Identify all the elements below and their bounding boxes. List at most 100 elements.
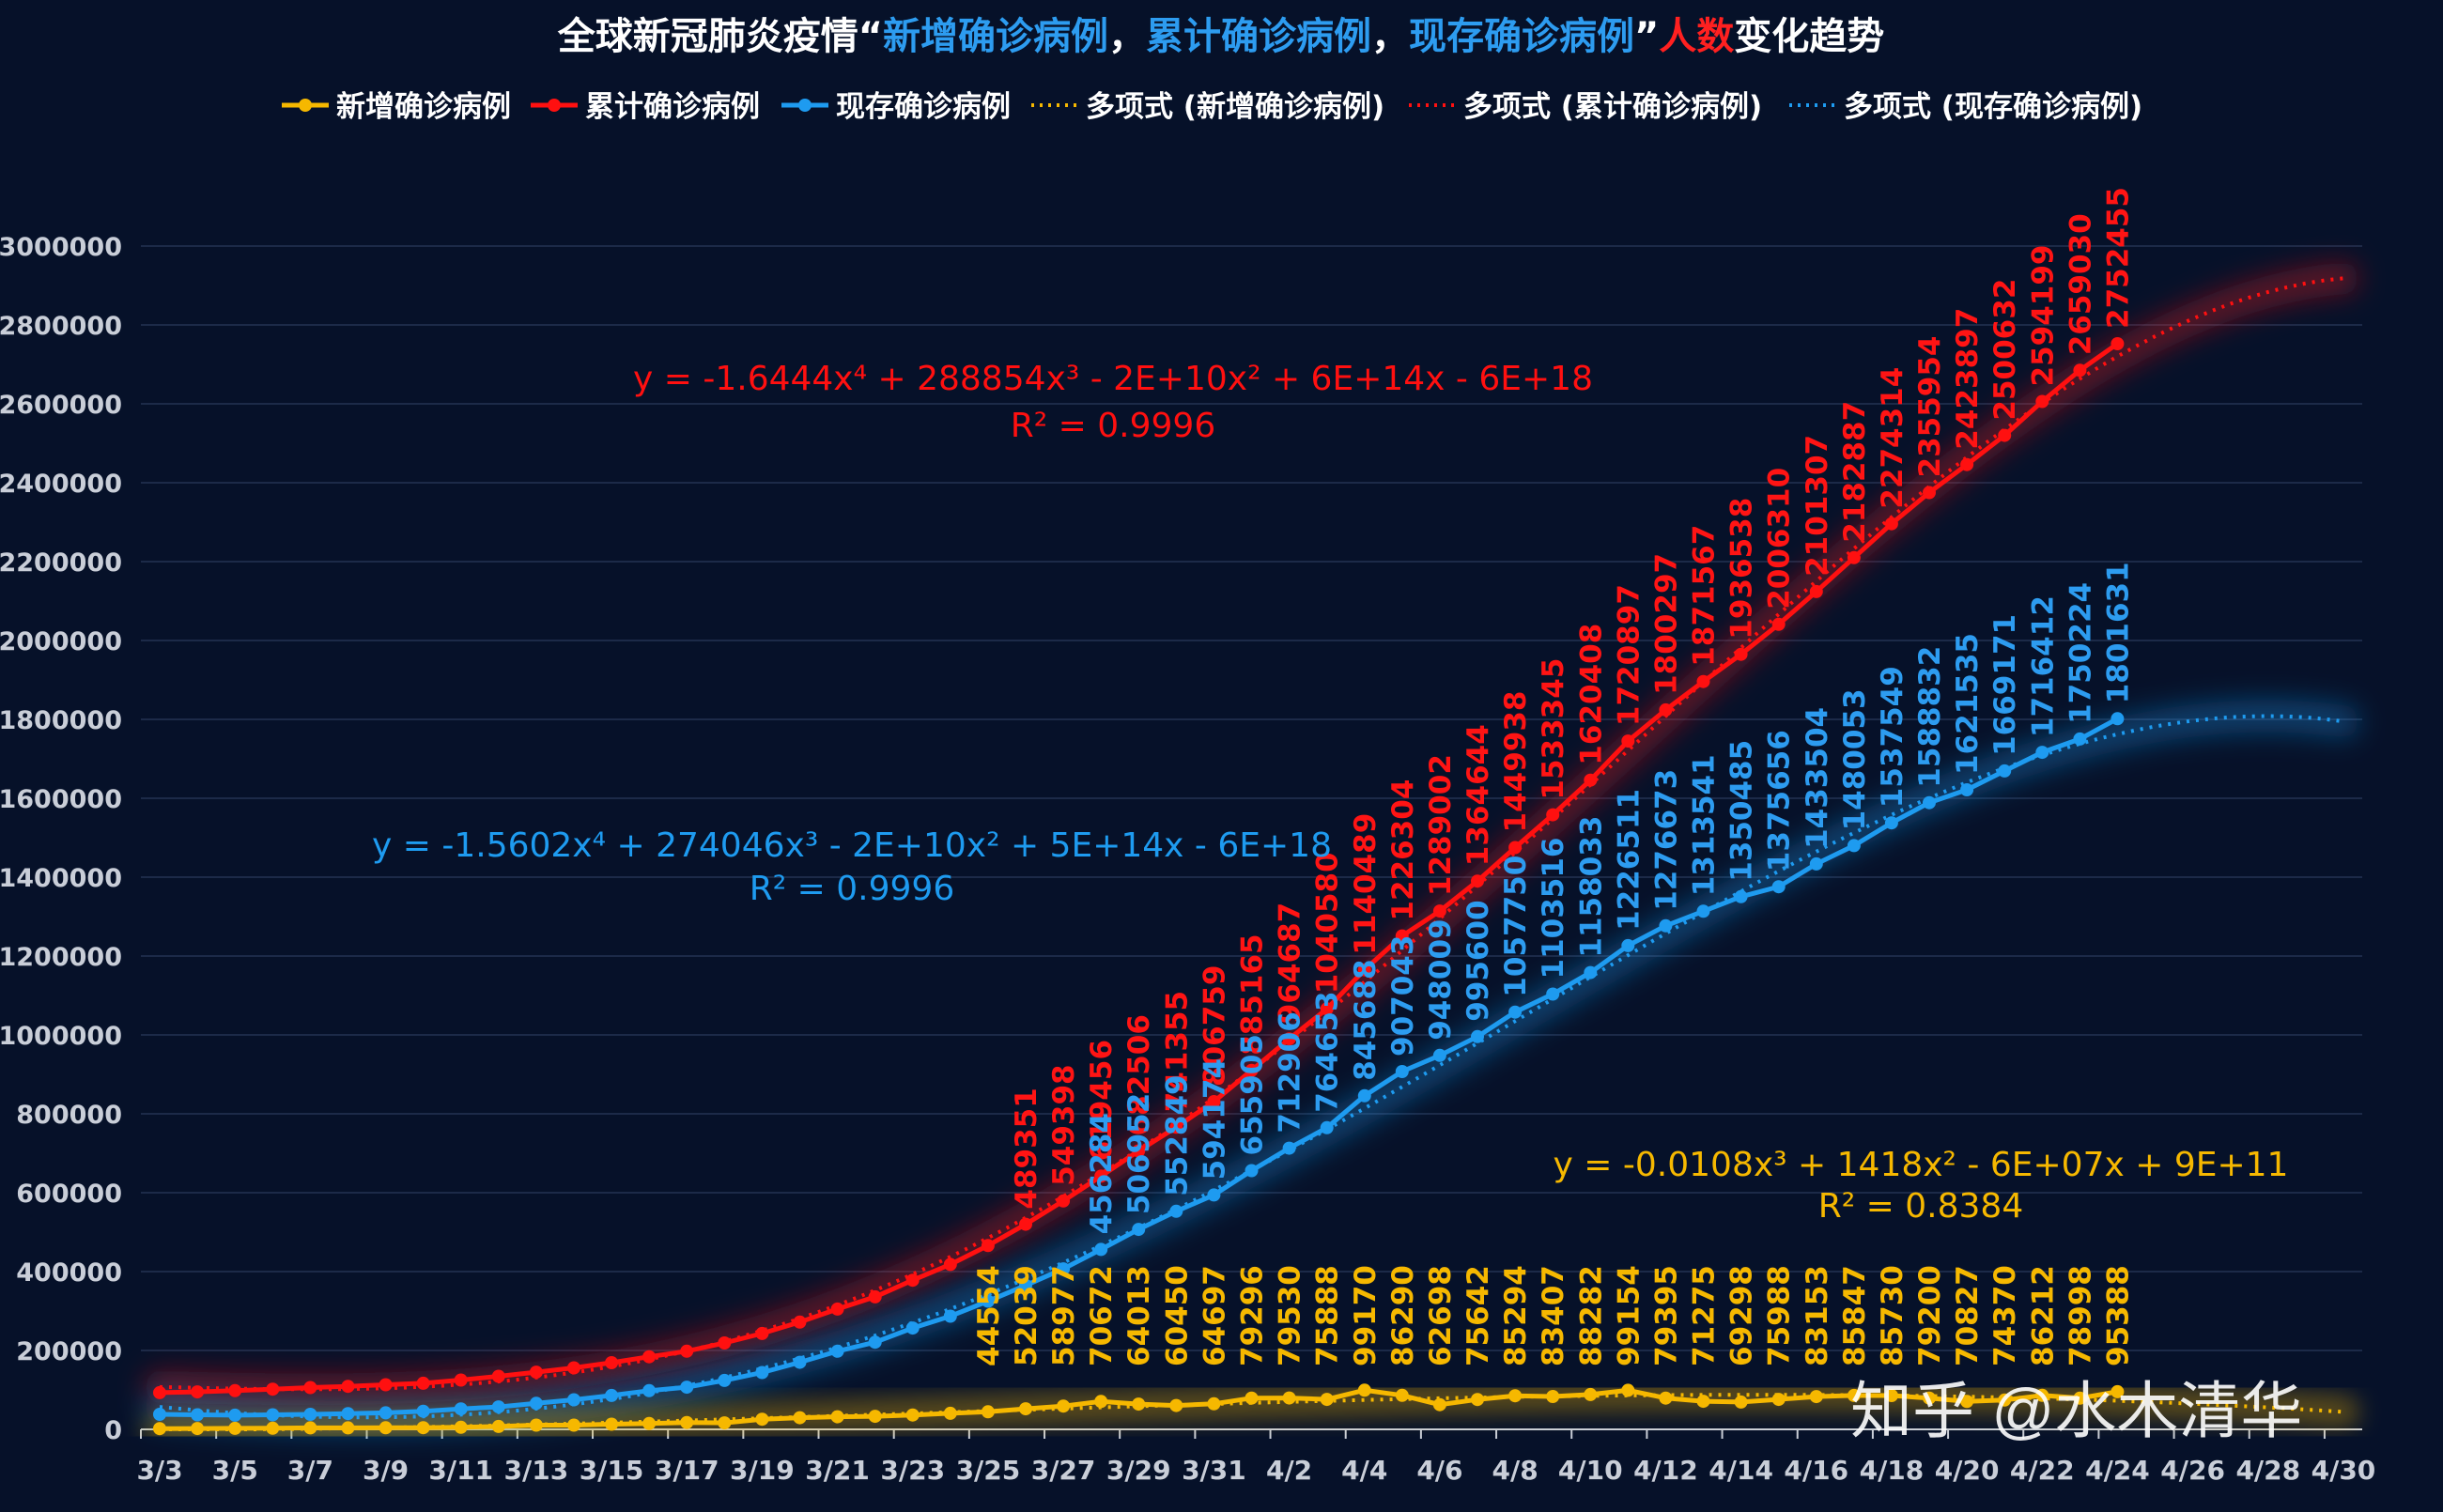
data-point <box>718 1416 732 1430</box>
data-label: 741355 <box>1160 991 1194 1112</box>
x-tick-label: 3/15 <box>580 1455 644 1486</box>
data-label: 885165 <box>1236 933 1270 1055</box>
data-point <box>1282 1032 1296 1046</box>
data-point <box>341 1421 355 1435</box>
data-point <box>416 1421 430 1435</box>
data-label: 1480053 <box>1838 688 1872 830</box>
legend-marker <box>299 99 312 112</box>
data-point <box>1809 1390 1823 1404</box>
data-point <box>1998 428 2012 442</box>
data-point <box>1508 841 1523 855</box>
data-point <box>567 1361 580 1375</box>
x-tick-label: 4/12 <box>1633 1455 1698 1486</box>
y-axis: 3000000 2800000 2600000 2400000 2200000 20000… <box>0 233 122 1445</box>
y-tick-label: 2200000 <box>0 548 122 578</box>
data-point <box>228 1408 242 1422</box>
data-point <box>755 1326 769 1340</box>
data-label: 682506 <box>1122 1014 1156 1135</box>
legend-marker <box>548 99 561 112</box>
data-point <box>642 1383 657 1397</box>
y-tick-label: 400000 <box>16 1258 122 1288</box>
data-label: 845688 <box>1349 959 1383 1080</box>
trend-equation: y = -0.0108x³ + 1418x² - 6E+07x + 9E+11 <box>1554 1146 2289 1184</box>
data-point <box>1357 1383 1371 1397</box>
data-point <box>1508 1005 1523 1019</box>
data-point <box>1471 874 1484 888</box>
data-label: 71275 <box>1688 1265 1722 1366</box>
data-point <box>1207 1095 1221 1108</box>
data-label: 806759 <box>1198 965 1231 1087</box>
data-point <box>868 1335 882 1350</box>
data-label: 78998 <box>2064 1265 2097 1366</box>
data-label: 552849 <box>1160 1074 1194 1196</box>
data-point <box>1696 674 1710 688</box>
data-label: 1716412 <box>2026 595 2060 737</box>
data-point <box>228 1383 242 1397</box>
data-point <box>191 1385 205 1399</box>
x-tick-label: 4/28 <box>2235 1455 2300 1486</box>
data-point <box>1659 1391 1673 1405</box>
data-label: 60450 <box>1160 1265 1194 1366</box>
data-label: 2659030 <box>2064 213 2097 355</box>
data-point <box>1809 584 1823 598</box>
data-label: 2274314 <box>1876 367 1910 509</box>
data-label: 75642 <box>1461 1265 1495 1366</box>
data-point <box>1019 1278 1032 1292</box>
gridlines <box>141 245 2362 1430</box>
data-label: 1720897 <box>1612 584 1646 726</box>
data-point <box>1734 889 1748 903</box>
data-point <box>1546 1390 1560 1403</box>
data-point <box>718 1373 732 1387</box>
data-point <box>905 1321 920 1335</box>
data-label: 1871567 <box>1688 525 1722 667</box>
x-tick-label: 3/5 <box>212 1455 258 1486</box>
data-point <box>605 1356 619 1369</box>
x-tick-label: 3/31 <box>1182 1455 1246 1486</box>
data-label: 594174 <box>1198 1058 1231 1180</box>
data-point <box>943 1406 957 1420</box>
data-point <box>981 1294 995 1308</box>
data-label: 58977 <box>1047 1265 1081 1366</box>
x-tick-label: 3/9 <box>363 1455 409 1486</box>
data-point <box>1960 457 1974 471</box>
data-label: 79296 <box>1236 1265 1270 1366</box>
data-point <box>755 1412 769 1427</box>
data-point <box>1621 734 1635 748</box>
data-point <box>642 1350 657 1364</box>
x-tick-label: 3/25 <box>956 1455 1021 1486</box>
data-point <box>1923 1391 1936 1405</box>
data-point <box>1357 963 1371 977</box>
data-point <box>1094 1395 1108 1409</box>
data-point <box>1094 1169 1108 1183</box>
data-label: 907043 <box>1386 935 1420 1057</box>
data-label: 619456 <box>1085 1040 1119 1161</box>
data-point <box>1395 1388 1409 1402</box>
data-label: 1621535 <box>1951 633 1985 775</box>
data-label: 86212 <box>2026 1265 2060 1366</box>
data-point <box>1884 517 1898 531</box>
data-point <box>1207 1188 1221 1202</box>
y-tick-label: 1200000 <box>0 943 122 972</box>
data-label: 1226511 <box>1612 789 1646 931</box>
x-tick-label: 4/4 <box>1341 1455 1387 1486</box>
data-point <box>718 1336 732 1350</box>
trendline <box>159 714 2344 1420</box>
legend-label: 现存确诊病例 <box>836 90 1011 124</box>
data-point <box>1019 1217 1032 1231</box>
data-point <box>1923 795 1936 810</box>
data-point <box>1169 1204 1183 1218</box>
data-point <box>1320 1120 1334 1134</box>
data-label: 2423897 <box>1951 308 1985 450</box>
data-label: 64697 <box>1198 1265 1231 1366</box>
y-tick-label: 200000 <box>16 1337 122 1366</box>
x-axis: 3/3 3/5 3/7 3/9 3/11 3/13 3/15 3/17 3/19 3/21 3/23… <box>136 1429 2375 1486</box>
legend-item: 多项式 (现存确诊病例) <box>1789 90 2142 124</box>
data-point <box>680 1344 694 1358</box>
data-label: 1057750 <box>1499 856 1533 997</box>
data-label: 995600 <box>1461 900 1495 1021</box>
data-label: 79200 <box>1913 1265 1947 1366</box>
x-tick-label: 3/19 <box>730 1455 795 1486</box>
trend-r2: R² = 0.9996 <box>750 870 954 908</box>
x-tick-label: 3/13 <box>504 1455 569 1486</box>
